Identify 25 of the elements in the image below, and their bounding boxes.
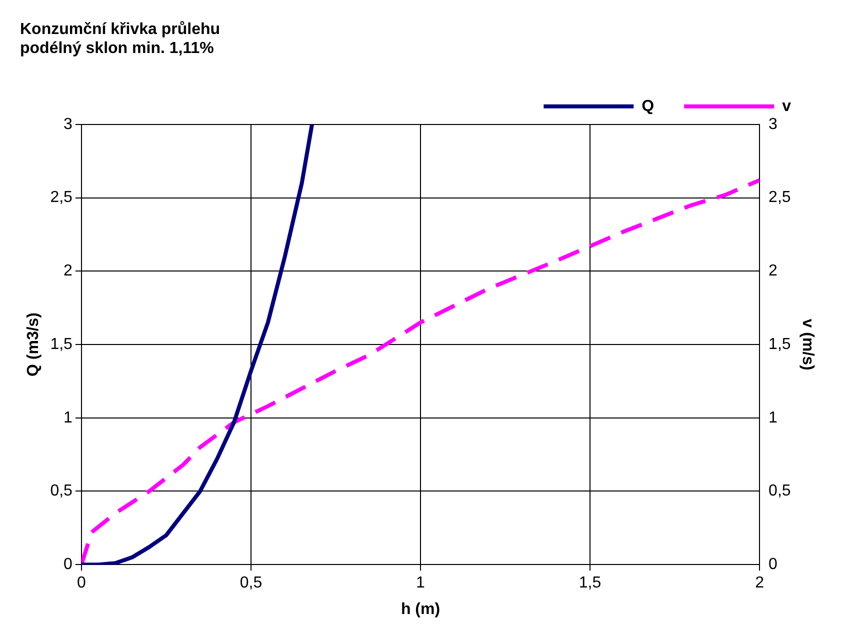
x-tick-label: 1,5 <box>578 574 602 592</box>
y-tick-label: 3 <box>64 116 73 133</box>
y-tick-label: 0,5 <box>50 482 73 500</box>
chart-title: Konzumční křivka průlehu podélný sklon min. 1,11% <box>20 21 220 58</box>
x-tick-label: 0,5 <box>240 574 262 592</box>
y2-tick-label: 2,5 <box>768 189 791 206</box>
y2-tick-label: 0 <box>768 556 778 574</box>
y2-axis-title: v (m/s) <box>798 318 816 370</box>
text: v <box>782 98 792 115</box>
y-tick-label: 2 <box>64 262 73 280</box>
x-tick-label: 0 <box>76 574 86 592</box>
x-tick-label: 1 <box>416 574 426 592</box>
x-tick-label: 2 <box>755 574 764 592</box>
text: Q <box>642 98 654 115</box>
y-tick-label: 2,5 <box>50 189 73 206</box>
y-tick-label: 1,5 <box>50 336 73 353</box>
y2-tick-label: 1,5 <box>768 336 791 353</box>
y2-tick-label: 0,5 <box>768 482 791 500</box>
y-axis-title: Q (m3/s) <box>25 312 42 377</box>
y-tick-label: 1 <box>64 409 73 426</box>
y2-tick-label: 3 <box>768 116 778 133</box>
x-axis-title: h (m) <box>400 600 440 618</box>
y2-tick-label: 1 <box>768 409 778 426</box>
y-tick-label: 0 <box>64 556 73 574</box>
y2-tick-label: 2 <box>768 262 778 280</box>
